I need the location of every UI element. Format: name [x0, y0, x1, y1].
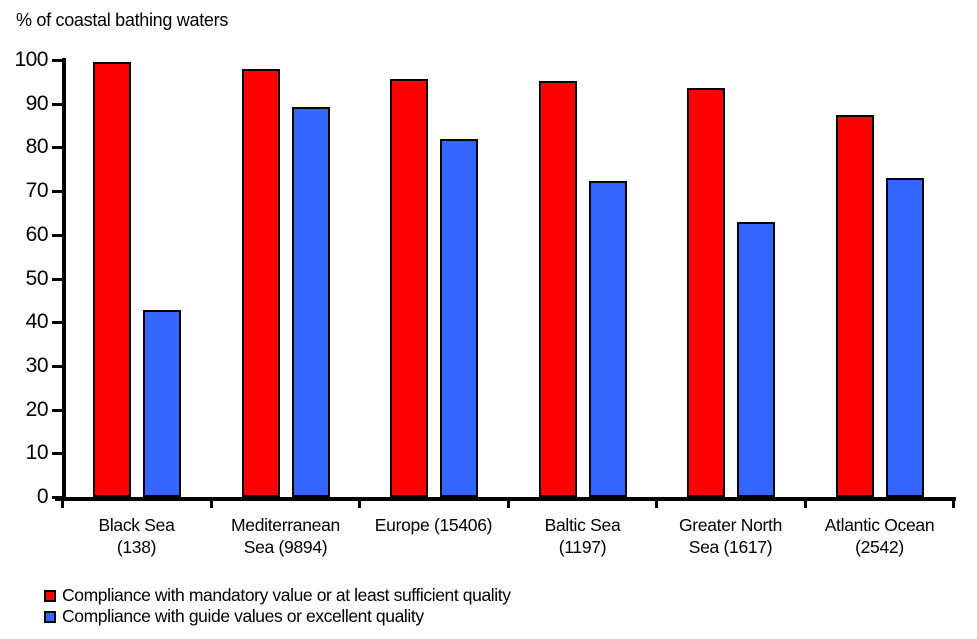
y-axis-tick — [52, 190, 62, 194]
y-axis-tick — [52, 102, 62, 106]
bar-mandatory-0 — [93, 62, 131, 497]
y-axis-tick-label: 70 — [25, 179, 49, 203]
x-axis-category-label-line: Baltic Sea — [544, 515, 621, 535]
bar-mandatory-3 — [539, 81, 577, 497]
x-axis-category-label-line: Europe (15406) — [374, 515, 493, 535]
x-axis-tick — [209, 497, 213, 508]
y-axis-tick-label: 10 — [25, 441, 49, 465]
x-axis-category-label: Baltic Sea (1197) — [498, 514, 667, 558]
bar-guide-1 — [292, 107, 330, 497]
bar-mandatory-2 — [390, 79, 428, 497]
legend-item-mandatory: Compliance with mandatory value or at le… — [44, 585, 511, 606]
y-axis-tick-label: 80 — [25, 135, 49, 159]
y-axis-line — [62, 58, 66, 501]
x-axis-category-label: Atlantic Ocean (2542) — [795, 514, 964, 558]
y-axis-tick-label: 50 — [25, 266, 49, 290]
legend-label-guide: Compliance with guide values or excellen… — [62, 606, 424, 626]
legend-swatch-guide-icon — [44, 610, 56, 623]
y-axis-tick-label: 0 — [36, 485, 49, 508]
x-axis-category-label-line: (138) — [116, 537, 157, 557]
y-axis-tick — [52, 321, 62, 325]
x-axis-line — [55, 497, 956, 501]
y-axis-tick — [52, 364, 62, 368]
x-axis-category-label-line: Sea (9894) — [243, 537, 328, 557]
x-axis-category-label: Europe (15406) — [349, 514, 518, 536]
y-axis-tick-label: 40 — [25, 310, 49, 334]
x-axis-category-label-line: (1197) — [558, 537, 607, 557]
y-axis-tick — [52, 59, 62, 62]
y-axis-tick — [52, 452, 62, 456]
y-axis-tick — [52, 408, 62, 412]
bar-guide-5 — [886, 178, 924, 497]
x-axis-tick — [952, 497, 955, 508]
x-axis-category-label-line: Atlantic Ocean — [824, 515, 935, 535]
x-axis-category-label: Greater North Sea (1617) — [646, 514, 815, 558]
x-axis-tick — [803, 497, 807, 508]
x-axis-tick — [506, 497, 510, 508]
x-axis-category-label-line: Black Sea — [98, 515, 175, 535]
y-axis-tick-label: 30 — [25, 353, 49, 377]
x-axis-category-label-line: Greater North — [678, 515, 783, 535]
y-axis-tick-label: 60 — [25, 222, 49, 246]
y-axis-tick-label: 100 — [14, 48, 48, 71]
bar-guide-3 — [589, 181, 627, 497]
legend: Compliance with mandatory value or at le… — [44, 585, 511, 627]
y-axis-tick-label: 90 — [25, 91, 49, 115]
x-axis-category-label-line: (2542) — [855, 537, 904, 557]
x-axis-tick — [655, 497, 658, 508]
x-axis-category-label-line: Mediterranean — [231, 515, 340, 535]
y-axis-tick — [52, 233, 62, 237]
x-axis-category-label: Black Sea (138) — [52, 514, 221, 558]
bar-mandatory-4 — [687, 88, 725, 497]
bar-mandatory-5 — [836, 115, 874, 497]
y-axis-tick — [52, 277, 62, 281]
bar-guide-0 — [143, 310, 181, 497]
plot-area: 0 10 20 30 40 50 60 70 80 90 100 Black Sea (138) Medi… — [14, 48, 964, 558]
x-axis-tick — [358, 497, 361, 508]
legend-item-guide: Compliance with guide values or excellen… — [44, 606, 511, 627]
y-axis-tick — [52, 146, 62, 150]
legend-label-mandatory: Compliance with mandatory value or at le… — [62, 585, 511, 605]
bar-mandatory-1 — [242, 69, 280, 497]
bar-guide-2 — [440, 139, 478, 497]
x-axis-category-label: Mediterranean Sea (9894) — [201, 514, 370, 558]
y-axis-tick — [52, 496, 62, 499]
legend-swatch-mandatory-icon — [44, 589, 56, 602]
y-axis-tick-label: 20 — [25, 397, 49, 421]
bar-guide-4 — [737, 222, 775, 497]
chart-title: % of coastal bathing waters — [16, 10, 229, 30]
x-axis-tick — [61, 497, 64, 508]
x-axis-category-label-line: Sea (1617) — [688, 537, 773, 557]
